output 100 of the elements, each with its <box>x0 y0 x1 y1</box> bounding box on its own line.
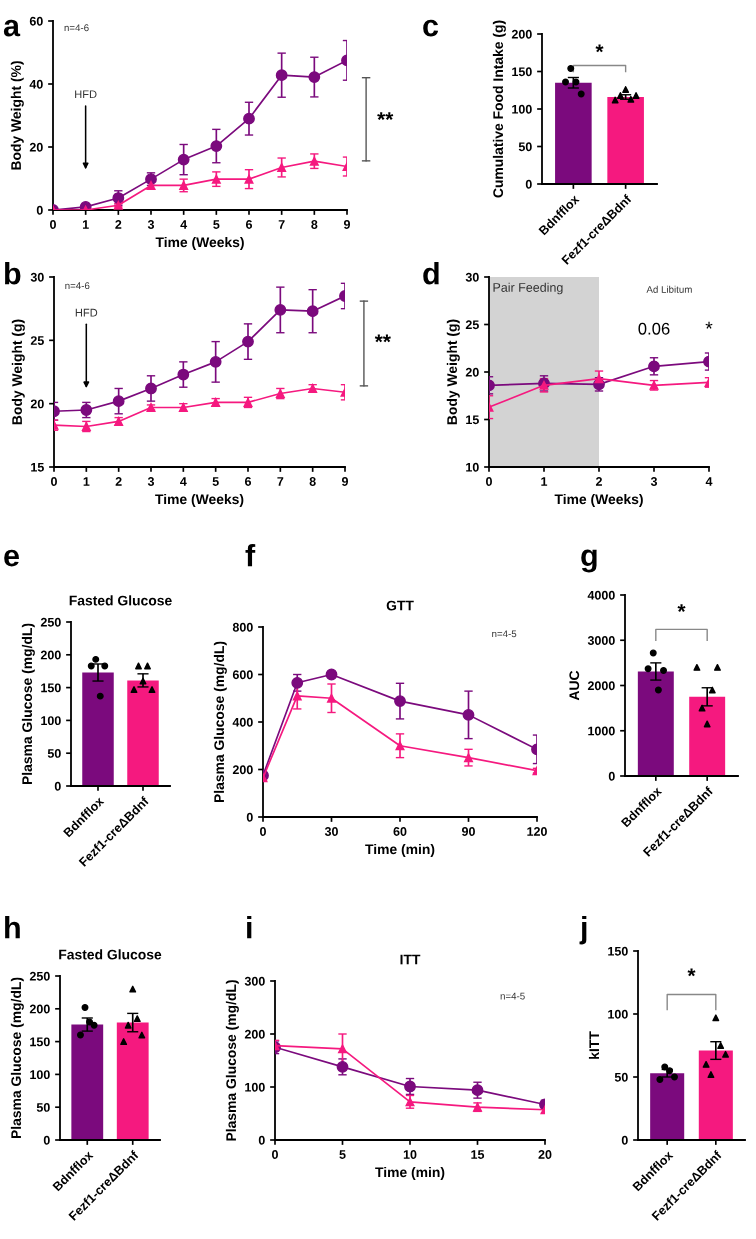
y-tick-label: 0 <box>621 1135 628 1145</box>
y-tick-label: 25 <box>30 336 44 345</box>
y-tick-label: 1000 <box>588 726 615 736</box>
y-tick-label: 250 <box>40 617 61 627</box>
y-axis-title: kITT <box>588 1031 599 1059</box>
y-tick-label: 0 <box>43 1135 50 1145</box>
y-tick-label: 4000 <box>587 590 615 600</box>
text: a <box>3 19 21 37</box>
y-tick-label: 10 <box>466 462 479 472</box>
y-tick-label: 0 <box>525 179 532 189</box>
annotation: n=4-6 <box>65 282 90 290</box>
chart-title: Fasted Glucose <box>69 595 172 606</box>
x-tick-label: 7 <box>278 220 285 229</box>
y-tick-label: 400 <box>232 717 253 727</box>
x-tick-label: 3 <box>147 477 155 486</box>
y-tick-label: 20 <box>465 367 479 377</box>
x-tick-label: 5 <box>212 477 219 486</box>
x-axis-title: Time (Weeks) <box>554 493 643 507</box>
x-tick-label: 8 <box>311 220 318 229</box>
x-axis-title: Time (min) <box>375 1166 445 1180</box>
x-tick-label: 6 <box>245 220 253 229</box>
y-tick-label: 600 <box>232 670 253 680</box>
x-tick-label: 7 <box>277 477 284 486</box>
x-tick-label: 5 <box>339 1150 346 1159</box>
annotation: * <box>595 44 604 53</box>
y-tick-label: 0 <box>36 205 43 215</box>
x-tick-label: 4 <box>180 477 187 486</box>
annotation: Ad Libitum <box>646 285 692 293</box>
y-tick-label: 2000 <box>587 681 615 691</box>
y-axis-title: Body Weight (g) <box>11 319 25 425</box>
x-tick-label: 4 <box>180 220 188 229</box>
text: e <box>4 549 19 567</box>
annotation: HFD <box>75 90 97 99</box>
y-tick-label: 15 <box>31 462 44 472</box>
annotation: * <box>677 604 686 612</box>
x-tick-label: 3 <box>147 220 155 229</box>
x-tick-label: 30 <box>324 827 338 836</box>
y-tick-label: 200 <box>511 29 532 39</box>
text: c <box>423 19 439 37</box>
x-tick-label: 60 <box>393 827 407 836</box>
x-axis-title: Time (min) <box>365 843 435 857</box>
y-tick-label: 60 <box>29 16 43 26</box>
x-tick-label: 1 <box>83 477 90 486</box>
y-tick-label: 200 <box>29 1004 50 1014</box>
annotation: n=4-5 <box>492 630 517 638</box>
y-tick-label: 200 <box>232 765 253 775</box>
y-axis-title: Body Weight (%) <box>10 61 24 170</box>
text: f <box>245 544 256 567</box>
text: d <box>423 262 439 285</box>
y-tick-label: 150 <box>30 1037 50 1047</box>
text: j <box>579 916 587 945</box>
chart-title: ITT <box>400 954 421 965</box>
y-tick-label: 50 <box>614 1072 628 1082</box>
x-tick-label: 120 <box>527 827 547 836</box>
y-tick-label: 100 <box>41 716 61 726</box>
y-tick-label: 200 <box>244 1029 265 1039</box>
annotation: HFD <box>75 308 98 317</box>
text: ** <box>374 334 391 343</box>
y-axis-title: Cumulative Food Intake (g) <box>492 20 506 198</box>
x-axis-title: Time (Weeks) <box>155 493 244 507</box>
y-axis-title: Plasma Glucose (mg/dL) <box>225 980 239 1141</box>
x-tick-label: 1 <box>82 220 89 229</box>
y-tick-label: 30 <box>465 272 479 282</box>
text: ** <box>377 112 394 120</box>
x-tick-label: 9 <box>343 220 351 229</box>
y-tick-label: 20 <box>29 142 43 152</box>
y-tick-label: 20 <box>30 399 44 409</box>
y-tick-label: 100 <box>245 1082 265 1092</box>
y-axis-title: Body Weight (g) <box>446 319 460 425</box>
y-tick-label: 100 <box>608 1009 628 1019</box>
x-tick-label: 8 <box>309 477 316 486</box>
y-tick-label: 300 <box>244 976 265 986</box>
y-tick-label: 100 <box>512 104 532 114</box>
x-tick-label: 5 <box>213 220 220 229</box>
chart-title: GTT <box>386 600 414 611</box>
annotation: 0.06 <box>638 322 670 335</box>
y-tick-label: 25 <box>465 320 479 330</box>
annotation: n=4-5 <box>500 992 525 1000</box>
band-label: Pair Feeding <box>493 282 563 295</box>
y-tick-label: 50 <box>47 749 61 758</box>
annotation: n=4-6 <box>64 24 89 32</box>
chart-title: Fasted Glucose <box>59 949 162 960</box>
x-tick-label: 3 <box>650 477 658 486</box>
y-tick-label: 3000 <box>587 636 615 645</box>
y-axis-title: Plasma Glucose (mg/dL) <box>10 977 24 1139</box>
y-tick-label: 40 <box>29 79 43 89</box>
annotation: * <box>687 968 696 977</box>
text: h <box>5 916 20 939</box>
x-tick-label: 1 <box>541 477 548 486</box>
y-tick-label: 250 <box>29 971 50 981</box>
y-tick-label: 30 <box>30 272 44 282</box>
x-tick-label: 0 <box>272 1150 278 1159</box>
x-tick-label: 6 <box>244 477 252 486</box>
x-axis-title: Time (Weeks) <box>155 236 244 250</box>
y-tick-label: 150 <box>41 683 61 693</box>
x-tick-label: 2 <box>595 477 602 486</box>
y-tick-label: 15 <box>466 415 479 425</box>
text: g <box>581 549 597 573</box>
x-tick-label: 2 <box>115 477 122 486</box>
text: b <box>5 262 21 285</box>
